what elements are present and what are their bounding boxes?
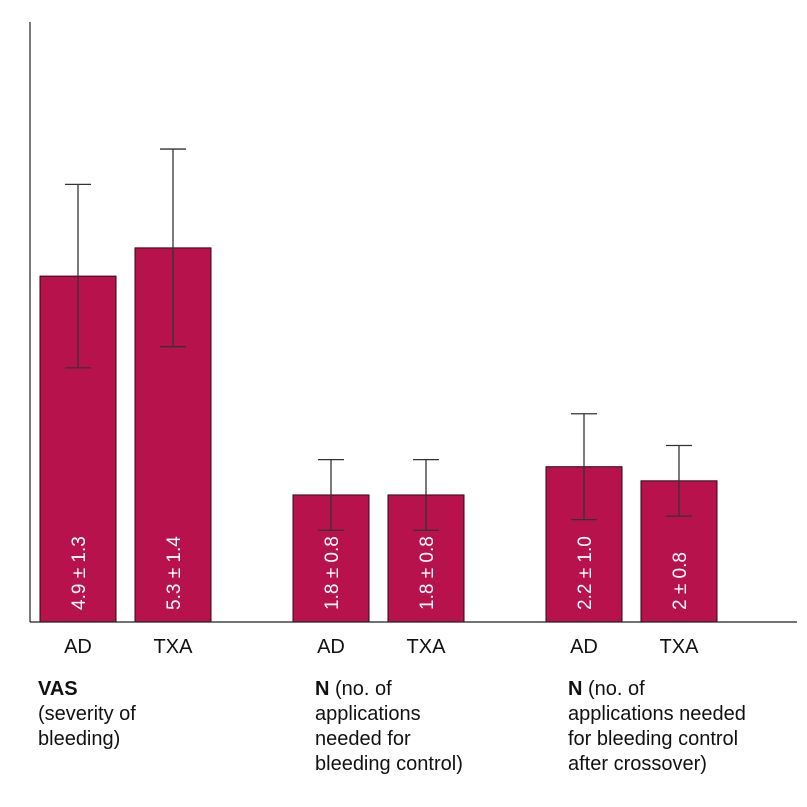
group-label-line: (severity of: [38, 703, 136, 725]
bar-value-label: 2.2 ± 1.0: [575, 536, 596, 610]
group-label-line: applications: [315, 703, 421, 725]
group-label-bold: N: [568, 678, 583, 700]
group-label-line: after crossover): [568, 753, 707, 775]
error-bar: [65, 183, 91, 369]
category-label: TXA: [154, 636, 194, 658]
bar-value-label: 1.8 ± 0.8: [417, 536, 438, 610]
group-label: VAS (severity of bleeding): [38, 677, 136, 752]
group-label-line: needed for: [315, 728, 411, 750]
bar-value-label: 5.3 ± 1.4: [164, 536, 185, 610]
error-bar: [666, 444, 692, 517]
category-label: AD: [570, 636, 598, 658]
bar-value-label: 1.8 ± 0.8: [322, 536, 343, 610]
category-label: TXA: [660, 636, 700, 658]
group-label-bold: N: [315, 678, 330, 700]
chart-marks: 4.9 ± 1.3 AD 5.3 ± 1.4 TXA 1.8 ± 0.8 AD 1.8 ± …: [39, 148, 718, 658]
group-label: N (no. of applications needed for bleeding…: [568, 677, 746, 777]
category-label: AD: [317, 636, 345, 658]
group-label-line: for bleeding control: [568, 728, 739, 750]
category-label: TXA: [407, 636, 447, 658]
category-label: AD: [64, 636, 92, 658]
bar-value-label: 4.9 ± 1.3: [69, 536, 90, 610]
group-label-line: bleeding): [38, 728, 121, 750]
group-label: N (no. of applications needed for bleeding …: [315, 677, 463, 777]
group-label-bold: VAS: [38, 678, 78, 700]
group-label-line: (no. of: [329, 678, 392, 700]
error-bar: [413, 458, 439, 531]
bar-value-label: 2 ± 0.8: [670, 552, 691, 610]
error-bar: [160, 148, 186, 348]
error-bar: [318, 458, 344, 531]
group-label-line: applications needed: [568, 703, 746, 725]
error-bar: [571, 413, 597, 521]
group-label-line: (no. of: [582, 678, 645, 700]
group-label-line: bleeding control): [315, 753, 463, 775]
